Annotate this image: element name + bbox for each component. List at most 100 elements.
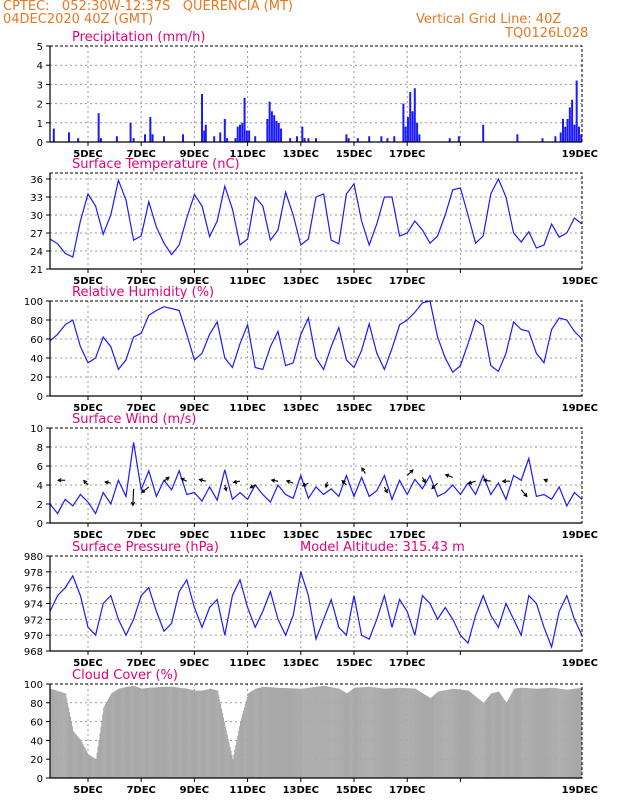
- cloud-cover-column: [513, 688, 515, 778]
- x-tick-label: 15DEC: [336, 149, 372, 160]
- cloud-cover-column: [360, 687, 362, 778]
- wind-arrow: [406, 469, 414, 476]
- cloud-cover-column: [530, 688, 532, 778]
- cloud-cover-column: [103, 707, 105, 778]
- cloud-cover-column: [572, 688, 574, 778]
- cloud-cover-column: [119, 688, 121, 778]
- cloud-cover-column: [494, 692, 496, 778]
- cloud-cover-column: [286, 688, 289, 778]
- precip-bar: [406, 117, 409, 142]
- cloud-cover-column: [490, 693, 492, 778]
- cloud-cover-column: [134, 686, 136, 778]
- cloud-cover-column: [87, 752, 89, 778]
- precip-bar: [132, 138, 135, 142]
- cloud-cover-column: [304, 688, 306, 778]
- cloud-cover-column: [511, 692, 513, 778]
- cloud-cover-column: [270, 687, 273, 778]
- cloud-cover-column: [515, 688, 517, 778]
- cloud-cover-column: [536, 688, 538, 778]
- cloud-cover-column: [173, 687, 175, 778]
- precip-bar: [566, 118, 569, 142]
- cloud-cover-column: [497, 691, 499, 778]
- cloud-cover-column: [479, 699, 481, 778]
- cloud-cover-column: [430, 698, 432, 778]
- cloud-cover-column: [221, 708, 223, 778]
- cloud-cover-column: [342, 691, 344, 778]
- cloud-cover-column: [164, 686, 167, 778]
- cloud-cover-column: [392, 688, 394, 778]
- cloud-cover-column: [126, 686, 129, 778]
- cloud-cover-column: [380, 688, 382, 778]
- cloud-cover-column: [54, 689, 56, 778]
- precip-bar: [345, 134, 348, 142]
- cloud-cover-column: [561, 689, 563, 778]
- cloud-cover-column: [463, 690, 466, 778]
- cloud-cover-column: [110, 693, 112, 778]
- cloud-cover-column: [224, 726, 226, 778]
- y-tick-label: 0: [37, 138, 43, 149]
- precip-bar: [219, 132, 222, 142]
- panel-2: [46, 300, 583, 400]
- cloud-cover-column: [411, 688, 413, 778]
- cloud-cover-column: [301, 688, 303, 778]
- cloud-cover-column: [145, 688, 148, 778]
- cloud-cover-column: [419, 691, 421, 778]
- cloud-cover-column: [427, 696, 430, 778]
- cloud-cover-column: [465, 690, 468, 778]
- cloud-cover-column: [245, 700, 247, 778]
- cloud-cover-column: [321, 686, 323, 778]
- y-tick-label: 10: [30, 424, 43, 435]
- wind-arrowhead: [467, 480, 473, 485]
- cloud-cover-column: [258, 687, 260, 778]
- cloud-cover-column: [462, 689, 465, 778]
- cloud-cover-column: [240, 718, 243, 778]
- cloud-cover-column: [441, 690, 443, 778]
- cloud-cover-column: [161, 686, 164, 778]
- y-tick-label: 27: [30, 229, 43, 240]
- cloud-cover-column: [361, 687, 363, 778]
- cloud-cover-column: [430, 697, 433, 778]
- cloud-cover-column: [98, 739, 100, 778]
- y-tick-label: 100: [24, 680, 43, 691]
- precip-bar: [541, 138, 544, 142]
- cloud-cover-column: [327, 686, 329, 778]
- precip-bar: [268, 101, 271, 142]
- cloud-cover-column: [350, 690, 352, 778]
- precip-bar: [296, 136, 298, 142]
- x-tick-label: 7DEC: [126, 658, 155, 669]
- precip-bar: [239, 124, 241, 142]
- cloud-cover-column: [201, 690, 203, 778]
- cloud-cover-column: [204, 689, 206, 778]
- precip-bar: [270, 111, 273, 142]
- cloud-cover-column: [140, 688, 142, 778]
- precip-bar: [368, 136, 371, 142]
- cloud-cover-column: [384, 688, 386, 778]
- cloud-cover-column: [311, 687, 313, 778]
- cloud-cover-column: [339, 689, 341, 778]
- cloud-cover-column: [265, 687, 267, 778]
- cloud-cover-column: [486, 699, 488, 778]
- cloud-cover-column: [202, 690, 205, 778]
- y-tick-label: 8: [37, 443, 43, 454]
- precip-bar: [97, 113, 100, 142]
- cloud-cover-column: [241, 714, 243, 778]
- precip-bar: [266, 118, 269, 142]
- precip-bar: [213, 136, 216, 142]
- cloud-cover-column: [471, 693, 473, 778]
- cloud-cover-column: [288, 688, 291, 778]
- cloud-cover-column: [408, 688, 410, 778]
- cloud-cover-column: [501, 695, 503, 778]
- wind-arrowhead: [409, 469, 414, 474]
- cloud-cover-column: [238, 731, 240, 778]
- precip-bar: [301, 126, 304, 142]
- cloud-cover-column: [231, 755, 233, 778]
- cloud-cover-column: [400, 687, 402, 778]
- cloud-cover-column: [282, 687, 285, 778]
- cloud-cover-column: [77, 736, 79, 778]
- cloud-cover-column: [468, 690, 470, 778]
- precip-bar: [564, 126, 567, 142]
- cloud-cover-column: [59, 691, 61, 778]
- cloud-cover-column: [142, 688, 144, 778]
- cloud-cover-column: [263, 686, 265, 778]
- cloud-cover-column: [129, 686, 131, 778]
